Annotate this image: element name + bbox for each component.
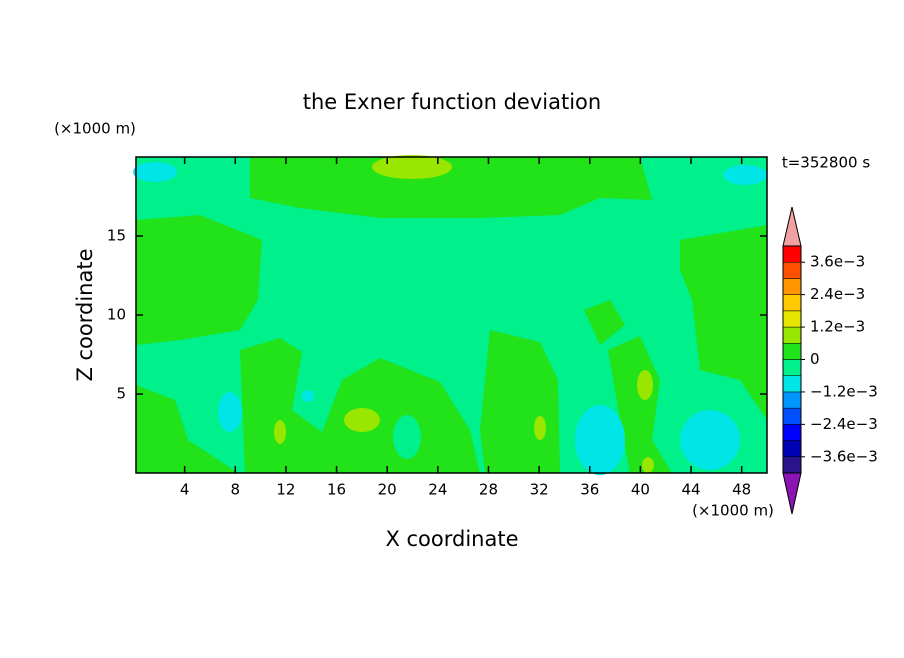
region	[575, 405, 625, 475]
annotation: t=352800 s	[782, 154, 870, 172]
colorbar-label: 1.2e−3	[810, 318, 865, 336]
colorbar-label: −3.6e−3	[810, 447, 878, 465]
colorbar-label: −2.4e−3	[810, 415, 878, 433]
colorbar-cell	[782, 261, 802, 279]
region	[250, 157, 652, 218]
x-axis-label: X coordinate	[385, 527, 518, 551]
colorbar-cell	[782, 310, 802, 328]
y-axis-label: Z coordinate	[73, 248, 97, 381]
region	[136, 385, 238, 473]
x-tick-label: 20	[378, 481, 397, 499]
x-tick-label: 48	[732, 481, 751, 499]
colorbar-cell	[782, 359, 802, 376]
region	[218, 392, 242, 432]
region	[133, 162, 177, 182]
x-tick-label: 32	[530, 481, 549, 499]
y-unit: (×1000 m)	[54, 120, 136, 138]
field-regions	[133, 162, 767, 475]
region	[534, 416, 546, 440]
region	[637, 370, 653, 400]
x-tick-label: 36	[580, 481, 599, 499]
x-tick-label: 40	[631, 481, 650, 499]
region	[642, 457, 654, 473]
x-tick-label: 24	[428, 481, 447, 499]
region	[372, 155, 452, 179]
x-tick-label: 8	[231, 481, 241, 499]
colorbar-cell	[782, 391, 802, 409]
region	[680, 410, 740, 470]
region	[723, 165, 767, 185]
colorbar-cell	[782, 343, 802, 360]
colorbar-cell	[782, 375, 802, 393]
contour-field	[133, 155, 767, 475]
colorbar-label: 2.4e−3	[810, 285, 865, 303]
region	[274, 420, 286, 444]
region	[584, 300, 625, 345]
colorbar-label: 0	[810, 350, 820, 368]
colorbar-cell	[782, 407, 802, 425]
colorbar-cell	[782, 456, 802, 474]
x-tick-label: 28	[479, 481, 498, 499]
region	[393, 415, 421, 459]
colorbar-label: −1.2e−3	[810, 382, 878, 400]
colorbar-cell	[782, 245, 802, 263]
x-tick-label: 44	[681, 481, 700, 499]
y-tick-label: 10	[107, 306, 126, 324]
x-tick-label: 12	[276, 481, 295, 499]
y-tick-label: 15	[107, 227, 126, 245]
region	[344, 408, 380, 432]
x-tick-label: 16	[327, 481, 346, 499]
y-tick-label: 5	[116, 385, 126, 403]
region	[302, 390, 314, 402]
field-regions	[274, 155, 654, 473]
colorbar-cell	[782, 440, 802, 458]
region	[680, 225, 767, 420]
region	[136, 215, 262, 345]
colorbar-label: 3.6e−3	[810, 253, 865, 271]
chart-title: the Exner function deviation	[303, 90, 601, 114]
colorbar-cell	[782, 424, 802, 441]
x-unit: (×1000 m)	[692, 502, 774, 520]
colorbar-cell	[782, 278, 802, 295]
colorbar-cell	[782, 294, 802, 312]
x-tick-label: 4	[180, 481, 190, 499]
colorbar-cell	[782, 326, 802, 344]
